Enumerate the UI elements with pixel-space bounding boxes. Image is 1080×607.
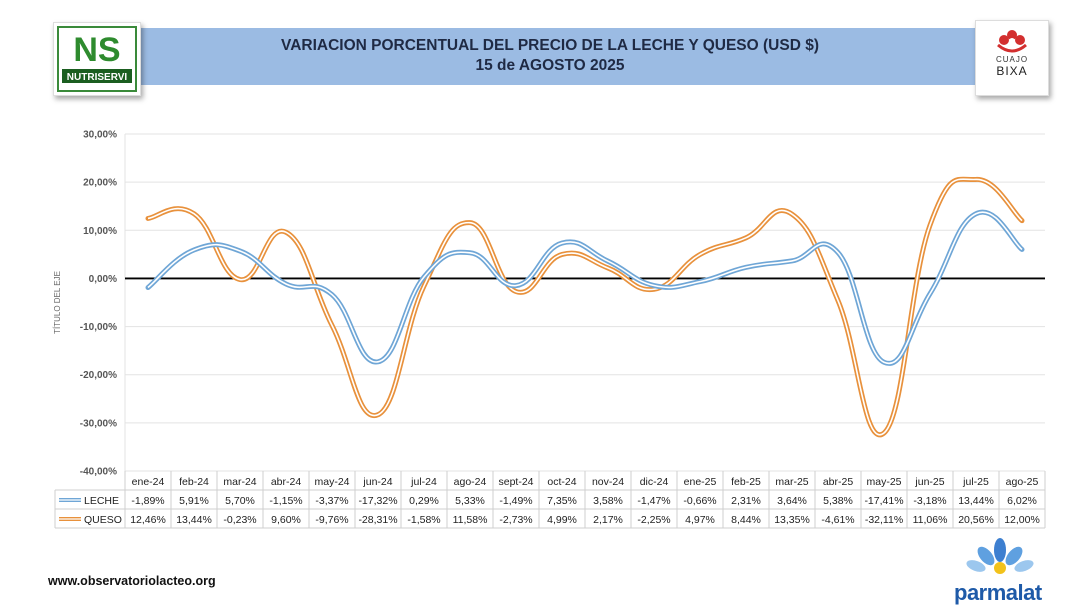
data-label-queso: 20,56% xyxy=(958,514,994,526)
data-label-leche: -1,89% xyxy=(131,495,164,507)
data-label-leche: 3,58% xyxy=(593,495,623,507)
data-label-queso: 2,17% xyxy=(593,514,623,526)
x-tick-label: ene-24 xyxy=(132,476,165,488)
data-label-queso: -4,61% xyxy=(821,514,854,526)
x-tick-label: mar-24 xyxy=(223,476,256,488)
cuajo-text: CUAJO xyxy=(995,55,1029,64)
data-label-leche: -1,47% xyxy=(637,495,670,507)
data-label-leche: -3,18% xyxy=(913,495,946,507)
data-label-leche: 2,31% xyxy=(731,495,761,507)
data-label-leche: -1,49% xyxy=(499,495,532,507)
data-label-leche: 5,70% xyxy=(225,495,255,507)
x-tick-label: may-24 xyxy=(314,476,349,488)
x-tick-label: may-25 xyxy=(866,476,901,488)
series-line-inner-leche xyxy=(147,211,1023,365)
data-label-leche: -0,66% xyxy=(683,495,716,507)
data-label-queso: 11,06% xyxy=(913,514,948,526)
x-tick-label: sept-24 xyxy=(498,476,533,488)
parmalat-flower-icon xyxy=(966,538,1034,574)
data-label-leche: 13,44% xyxy=(958,495,994,507)
x-tick-label: jul-24 xyxy=(410,476,437,488)
data-label-queso: 13,35% xyxy=(774,514,810,526)
x-tick-label: mar-25 xyxy=(775,476,808,488)
data-label-leche: -1,15% xyxy=(269,495,302,507)
x-tick-label: feb-24 xyxy=(179,476,209,488)
y-tick-label: 30,00% xyxy=(83,130,117,141)
y-tick-label: -30,00% xyxy=(80,418,117,429)
data-label-leche: 5,33% xyxy=(455,495,485,507)
data-label-queso: 4,99% xyxy=(547,514,577,526)
x-tick-label: abr-24 xyxy=(271,476,302,488)
data-label-leche: -3,37% xyxy=(315,495,348,507)
x-tick-label: jun-25 xyxy=(914,476,944,488)
data-label-queso: 8,44% xyxy=(731,514,761,526)
y-tick-label: 0,00% xyxy=(89,274,117,285)
y-tick-label: -20,00% xyxy=(80,370,117,381)
data-label-leche: 5,38% xyxy=(823,495,853,507)
series-line-leche xyxy=(145,209,1025,366)
x-tick-label: nov-24 xyxy=(592,476,624,488)
cuajo-bixa-logo: CUAJO BIXA xyxy=(975,20,1049,96)
x-tick-label: dic-24 xyxy=(640,476,669,488)
data-label-leche: 7,35% xyxy=(547,495,577,507)
bixa-text: BIXA xyxy=(996,64,1028,78)
series-line-queso xyxy=(145,176,1025,438)
data-label-queso: -28,31% xyxy=(358,514,397,526)
x-tick-label: ago-25 xyxy=(1006,476,1039,488)
data-label-leche: 5,91% xyxy=(179,495,209,507)
chart-subtitle: 15 de AGOSTO 2025 xyxy=(475,57,625,74)
data-label-leche: -17,41% xyxy=(864,495,903,507)
title-banner: VARIACION PORCENTUAL DEL PRECIO DE LA LE… xyxy=(125,28,975,85)
y-tick-label: 10,00% xyxy=(83,226,117,237)
data-label-queso: -32,11% xyxy=(865,514,903,526)
data-label-leche: 6,02% xyxy=(1007,495,1037,507)
data-label-leche: 0,29% xyxy=(409,495,439,507)
logo-mark-text: NS xyxy=(73,31,120,69)
data-label-queso: -0,23% xyxy=(223,514,256,526)
data-label-queso: 11,58% xyxy=(453,514,488,526)
x-tick-label: jul-25 xyxy=(962,476,989,488)
y-axis-title: TÍTULO DEL EJE xyxy=(53,271,62,334)
parmalat-logo-text: parmalat xyxy=(954,580,1042,605)
chart-title: VARIACION PORCENTUAL DEL PRECIO DE LA LE… xyxy=(281,37,819,54)
x-tick-label: jun-24 xyxy=(362,476,392,488)
data-label-queso: 12,00% xyxy=(1004,514,1040,526)
x-tick-label: oct-24 xyxy=(547,476,576,488)
data-label-leche: -17,32% xyxy=(358,495,397,507)
x-tick-label: feb-25 xyxy=(731,476,761,488)
y-tick-label: -40,00% xyxy=(80,467,117,478)
data-label-queso: -9,76% xyxy=(315,514,348,526)
x-tick-label: ago-24 xyxy=(454,476,487,488)
series-line-inner-queso xyxy=(147,178,1023,436)
data-label-queso: -2,25% xyxy=(637,514,670,526)
y-tick-label: 20,00% xyxy=(83,178,117,189)
website-url[interactable]: www.observatoriolacteo.org xyxy=(48,574,216,588)
flower-icon xyxy=(997,30,1027,53)
data-label-queso: 9,60% xyxy=(271,514,301,526)
logo-brand-text: NUTRISERVI xyxy=(67,72,128,83)
nutriservi-logo: NS NUTRISERVI xyxy=(53,22,141,96)
x-tick-label: abr-25 xyxy=(823,476,854,488)
data-label-queso: 12,46% xyxy=(130,514,166,526)
data-label-queso: 4,97% xyxy=(685,514,715,526)
data-label-leche: 3,64% xyxy=(777,495,807,507)
y-tick-label: -10,00% xyxy=(80,322,117,333)
data-label-queso: 13,44% xyxy=(176,514,212,526)
legend-label-queso: QUESO xyxy=(84,514,122,526)
data-label-queso: -1,58% xyxy=(407,514,440,526)
legend-label-leche: LECHE xyxy=(84,495,119,507)
data-label-queso: -2,73% xyxy=(499,514,532,526)
x-tick-label: ene-25 xyxy=(684,476,717,488)
